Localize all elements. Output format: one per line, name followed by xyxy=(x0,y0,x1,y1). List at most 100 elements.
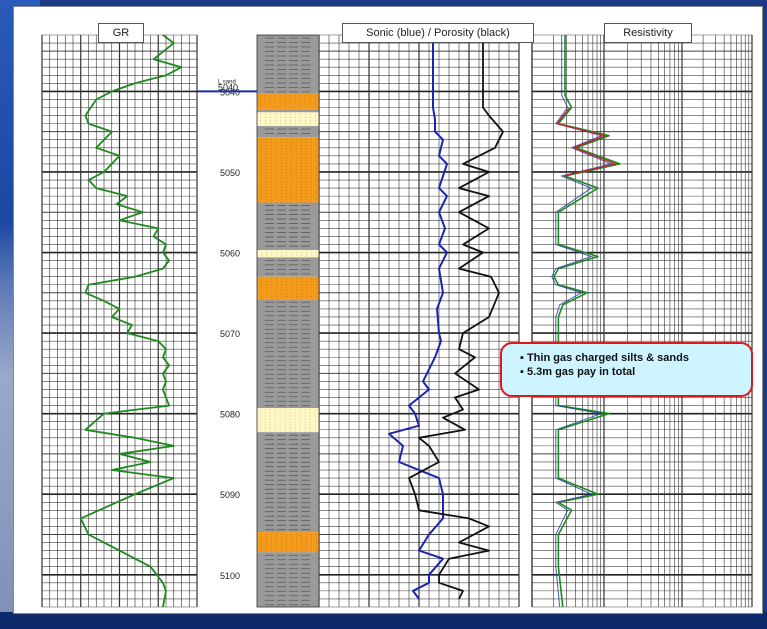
grain-dot xyxy=(314,119,316,121)
grain-dot xyxy=(286,290,288,292)
grain-dot xyxy=(290,165,292,167)
grain-dot xyxy=(281,251,283,253)
grain-dot xyxy=(285,171,287,173)
grain-dot xyxy=(316,254,318,256)
grain-dot xyxy=(269,430,271,432)
grain-dot xyxy=(264,122,266,124)
grain-dot xyxy=(294,113,296,115)
grain-dot xyxy=(305,168,307,170)
grain-dot xyxy=(300,144,302,146)
grain-dot xyxy=(295,162,297,164)
grain-dot xyxy=(281,548,282,550)
grain-dot xyxy=(296,251,298,253)
grain-dot xyxy=(301,251,303,253)
grain-dot xyxy=(275,147,277,149)
grain-dot xyxy=(259,424,261,426)
grain-dot xyxy=(290,171,292,173)
grain-dot xyxy=(294,427,296,429)
grain-dot xyxy=(286,281,288,283)
grain-dot xyxy=(260,171,262,173)
grain-dot xyxy=(261,284,263,286)
grain-dot xyxy=(269,103,271,105)
grain-dot xyxy=(281,284,283,286)
grain-dot xyxy=(265,147,267,149)
grain-dot xyxy=(281,536,282,538)
grain-dot xyxy=(265,183,267,185)
grain-dot xyxy=(265,195,267,197)
lithology-shale-bed xyxy=(257,109,319,113)
grain-dot xyxy=(296,293,298,295)
grain-dot xyxy=(280,171,282,173)
grain-dot xyxy=(295,138,297,140)
grain-dot xyxy=(299,412,301,414)
grain-dot xyxy=(296,284,298,286)
grain-dot xyxy=(285,156,287,158)
grain-dot xyxy=(289,94,291,96)
grain-dot xyxy=(289,418,291,420)
grain-dot xyxy=(270,162,272,164)
grain-dot xyxy=(289,430,291,432)
grain-dot xyxy=(275,156,277,158)
grain-dot xyxy=(305,141,307,143)
grain-dot xyxy=(304,97,306,99)
grain-dot xyxy=(301,254,303,256)
grain-dot xyxy=(305,189,307,191)
grain-dot xyxy=(276,290,278,292)
grain-dot xyxy=(299,122,301,124)
grain-dot xyxy=(281,539,282,541)
grain-dot xyxy=(290,183,292,185)
grain-dot xyxy=(286,254,288,256)
grain-dot xyxy=(309,418,311,420)
resistivity-track-label: Resistivity xyxy=(604,23,692,43)
grain-dot xyxy=(311,284,313,286)
grain-dot xyxy=(309,119,311,121)
grain-dot xyxy=(266,545,267,547)
grain-dot xyxy=(304,122,306,124)
grain-dot xyxy=(311,290,313,292)
grain-dot xyxy=(275,165,277,167)
grain-dot xyxy=(294,100,296,102)
grain-dot xyxy=(304,119,306,121)
grain-dot xyxy=(311,293,313,295)
grain-dot xyxy=(279,424,281,426)
grain-dot xyxy=(276,284,278,286)
grain-dot xyxy=(315,198,317,200)
grain-dot xyxy=(269,94,271,96)
grain-dot xyxy=(305,144,307,146)
grain-dot xyxy=(279,94,281,96)
gr-curve xyxy=(79,34,183,608)
grain-dot xyxy=(280,168,282,170)
grain-dot xyxy=(314,412,316,414)
grain-dot xyxy=(295,189,297,191)
grain-dot xyxy=(270,168,272,170)
grain-dot xyxy=(299,421,301,423)
grain-dot xyxy=(280,183,282,185)
grain-dot xyxy=(265,198,267,200)
grain-dot xyxy=(270,180,272,182)
grain-dot xyxy=(294,421,296,423)
grain-dot xyxy=(276,296,278,298)
resistivity-shallow-curve xyxy=(556,107,618,177)
grain-dot xyxy=(314,122,316,124)
grain-dot xyxy=(305,195,307,197)
grain-dot xyxy=(274,424,276,426)
grain-dot xyxy=(271,545,272,547)
grain-dot xyxy=(291,287,293,289)
grain-dot xyxy=(294,116,296,118)
grain-dot xyxy=(259,116,261,118)
grain-dot xyxy=(299,116,301,118)
grain-dot xyxy=(260,156,262,158)
grain-dot xyxy=(260,165,262,167)
grain-dot xyxy=(301,281,303,283)
grain-dot xyxy=(301,287,303,289)
grain-dot xyxy=(275,192,277,194)
grain-dot xyxy=(299,430,301,432)
grain-dot xyxy=(310,201,312,203)
grain-dot xyxy=(295,195,297,197)
grain-dot xyxy=(304,421,306,423)
grain-dot xyxy=(260,183,262,185)
grain-dot xyxy=(270,147,272,149)
grain-dot xyxy=(275,189,277,191)
grain-dot xyxy=(274,412,276,414)
